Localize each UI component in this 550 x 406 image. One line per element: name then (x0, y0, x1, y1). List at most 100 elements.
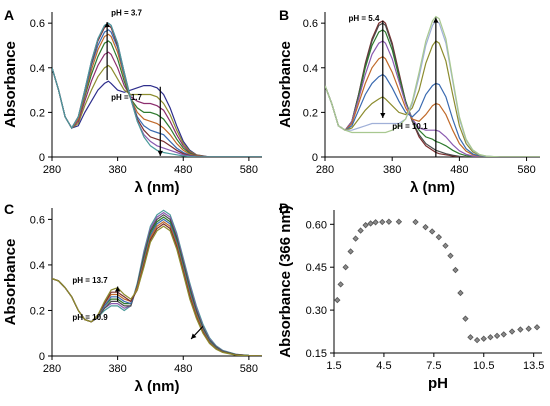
x-tick-label: 580 (240, 363, 258, 375)
x-tick-label: 13.5 (523, 360, 544, 372)
x-axis-label: λ (nm) (135, 378, 180, 395)
data-point (395, 218, 403, 225)
y-tick-label: 0.2 (303, 107, 318, 119)
trend-arrow-head (191, 333, 197, 339)
data-point (480, 335, 487, 342)
y-tick-label: 0.6 (30, 214, 45, 226)
spectrum-line-9 (325, 15, 540, 157)
ph-annotation: pH = 13.7 (72, 276, 108, 285)
marker-group (334, 218, 541, 344)
y-axis-label: Absorbance (2, 239, 19, 326)
data-point (372, 219, 379, 226)
data-point (385, 218, 393, 225)
panel-letter: A (4, 7, 14, 23)
data-point (334, 296, 341, 304)
y-tick-label: 0 (312, 152, 318, 164)
y-axis-label: Absorbance (2, 41, 19, 128)
data-point (462, 315, 469, 322)
x-tick-label: 10.5 (473, 360, 494, 372)
x-tick-label: 380 (108, 363, 126, 375)
y-tick-label: 0.2 (30, 305, 45, 317)
data-point (379, 218, 386, 226)
spectrum-line-3 (52, 214, 262, 356)
panel-c-absorbance-spectra-chart: C 280 380 480 580 0 0.2 0.4 0.6 λ (nm) Absorbance p… (2, 203, 262, 395)
spectrum-line-2 (325, 22, 540, 157)
panel-d-absorbance-vs-ph-chart: D 1.5 4.5 7.5 10.5 13.5 0.15 0.30 0.45 0.60 pH Abso… (277, 203, 544, 392)
data-point (493, 332, 501, 340)
y-tick-label: 0.45 (306, 262, 327, 274)
x-tick-label: 280 (43, 164, 61, 176)
y-tick-label: 0.4 (30, 260, 45, 272)
spectrum-line-5 (52, 218, 262, 356)
x-tick-label: 280 (316, 164, 334, 176)
y-axis-label: Absorbance (277, 41, 294, 128)
data-point (362, 221, 369, 229)
y-tick-label: 0.6 (303, 18, 318, 30)
y-tick-label: 0.60 (306, 219, 327, 231)
spectrum-line-5 (325, 55, 540, 157)
panel-letter: C (4, 203, 14, 217)
trend-arrow-head (104, 22, 110, 28)
data-point (357, 227, 364, 234)
data-point (452, 266, 459, 274)
y-tick-label: 0.6 (30, 18, 45, 30)
spectrum-line-3 (325, 29, 540, 157)
data-point (435, 234, 442, 241)
ph-annotation: pH = 10.1 (392, 122, 428, 131)
data-point (367, 220, 374, 227)
spectrum-line-9 (52, 22, 262, 157)
trend-arrow-head (380, 112, 386, 118)
data-point (533, 324, 541, 331)
series-group (52, 209, 262, 356)
spectrum-line-8 (52, 225, 262, 356)
x-tick-label: 480 (174, 164, 192, 176)
spectrum-line-6 (325, 73, 540, 157)
series-group (52, 22, 262, 157)
data-point (442, 242, 449, 249)
data-point (352, 235, 359, 242)
spectrum-line-8 (52, 22, 262, 157)
y-tick-label: 0.30 (306, 305, 327, 317)
data-point (412, 218, 419, 226)
data-point (457, 289, 464, 297)
spectrum-line-4 (52, 216, 262, 356)
spectrum-line-3 (52, 51, 262, 157)
data-point (467, 334, 474, 341)
spectrum-line-1 (52, 67, 262, 157)
data-point (337, 281, 344, 288)
data-point (525, 325, 532, 332)
panel-a-absorbance-spectra-chart: A 280 380 480 580 0 0.2 0.4 0.6 λ (nm) Absorbance p… (2, 7, 262, 196)
ph-annotation: pH = 5.4 (349, 14, 380, 23)
ph-annotation: pH = 1.7 (111, 93, 142, 102)
y-tick-label: 0 (39, 351, 45, 363)
data-point (342, 264, 349, 271)
spectrum-line-7 (52, 24, 262, 157)
y-axis-label: Absorbance (366 nm) (277, 205, 294, 358)
y-tick-label: 0.4 (30, 63, 45, 75)
x-tick-label: 580 (517, 164, 535, 176)
data-point (473, 336, 481, 344)
spectrum-line-6 (52, 220, 262, 356)
x-tick-label: 480 (174, 363, 192, 375)
y-tick-label: 0 (39, 152, 45, 164)
x-axis-label: λ (nm) (410, 179, 455, 196)
x-tick-label: 280 (43, 363, 61, 375)
data-point (508, 328, 516, 335)
panel-letter: D (279, 203, 289, 216)
x-tick-label: 380 (383, 164, 401, 176)
data-point (487, 334, 494, 341)
x-tick-label: 580 (240, 164, 258, 176)
data-point (517, 326, 524, 333)
x-tick-label: 7.5 (426, 360, 441, 372)
x-tick-label: 480 (450, 164, 468, 176)
data-point (347, 248, 354, 255)
x-axis-label: pH (428, 375, 448, 392)
spectrum-line-2 (52, 64, 262, 157)
data-point (447, 252, 454, 259)
data-point (429, 228, 436, 235)
trend-arrow-head (157, 150, 163, 156)
x-tick-label: 1.5 (326, 360, 341, 372)
x-tick-label: 380 (108, 164, 126, 176)
y-tick-label: 0.15 (306, 348, 327, 360)
